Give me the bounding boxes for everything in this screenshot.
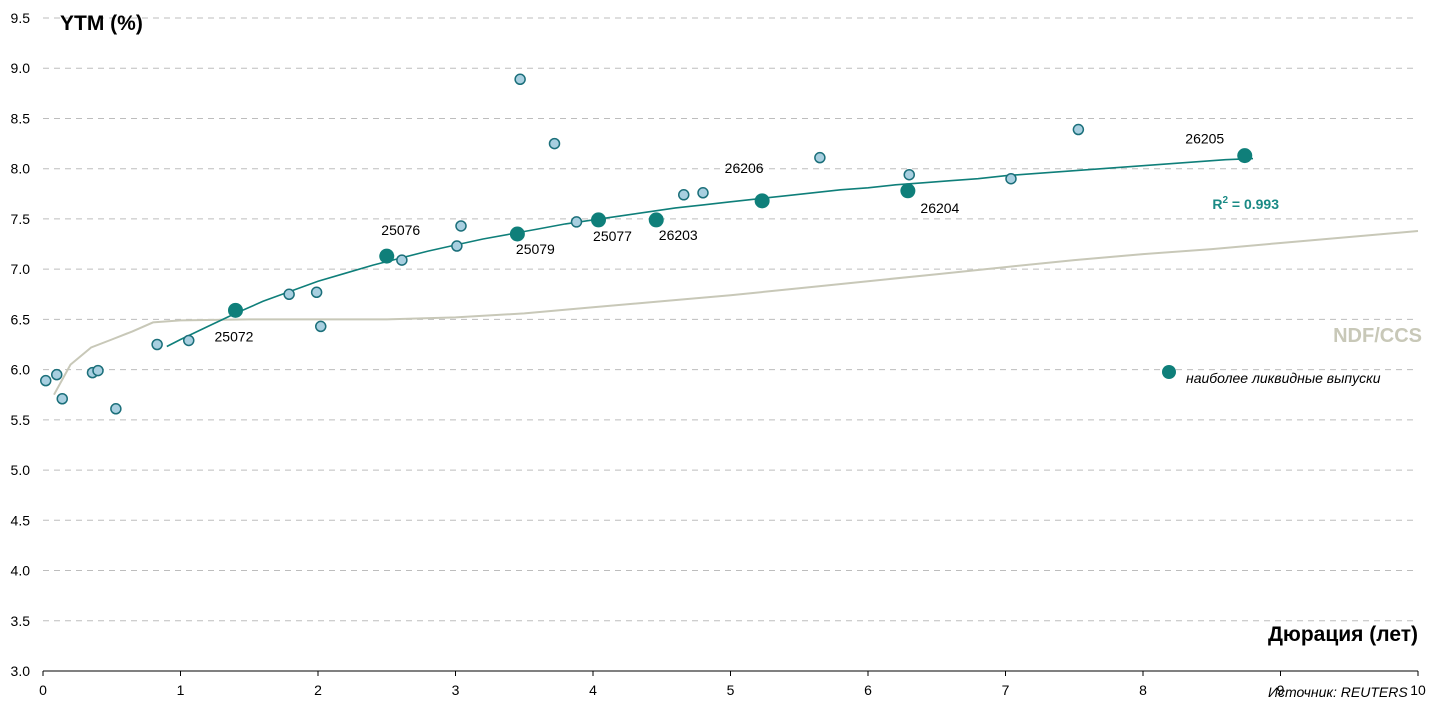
x-tick-label: 10 [1410,682,1426,698]
x-axis-title: Дюрация (лет) [1268,623,1418,646]
bond-code-label: 26204 [920,200,959,216]
bond-code-label: 25072 [215,328,254,344]
bond-point [455,220,467,232]
y-axis-title: YTM (%) [60,12,143,35]
liquid-bond-point [509,226,525,242]
legend-label: наиболее ликвидные выпуски [1186,370,1381,386]
liquid-bond-point [648,212,664,228]
liquid-bond-point [379,248,395,264]
bond-point [1072,123,1085,136]
liquid-bond-point [1237,148,1253,164]
bond-code-label: 25079 [516,241,555,257]
liquid-bond-point [591,212,606,228]
bond-point [814,151,826,164]
bond-code-label: 26205 [1185,131,1224,147]
x-tick-label: 2 [314,682,322,698]
bond-point [151,338,163,351]
legend-marker [1162,365,1176,379]
bond-point [183,334,195,347]
r-squared-label: R2 = 0.993 [1212,195,1279,212]
x-tick-label: 9 [1277,682,1285,698]
bond-point [548,137,561,150]
bond-point [51,368,63,381]
liquid-bond-point [228,302,243,318]
y-tick-label: 6.5 [11,311,31,327]
bond-point [110,403,122,415]
x-axis-ticks: 0 1 2 3 4 5 6 7 8 9 10 [39,671,1426,698]
x-tick-label: 6 [864,682,872,698]
ndf-ccs-curve [53,230,1419,396]
bond-point [903,168,915,181]
x-tick-label: 3 [452,682,460,698]
y-tick-label: 4.5 [11,512,31,528]
ndf-ccs-label: NDF/CCS [1333,325,1422,347]
y-tick-label: 4.0 [11,563,31,579]
bond-point [92,364,104,377]
x-tick-label: 5 [727,682,735,698]
other-bond-points [40,73,1085,415]
bond-point [570,216,583,228]
bond-point [697,187,709,199]
bond-point [56,392,68,405]
bond-code-label: 25077 [593,228,632,244]
legend: наиболее ликвидные выпуски [1162,365,1381,386]
source-note: Источник: REUTERS [1268,684,1408,700]
liquid-bond-point [900,183,916,199]
x-tick-label: 7 [1002,682,1010,698]
bond-point [514,73,526,86]
bond-code-label: 26203 [659,227,698,243]
y-tick-label: 7.5 [11,211,31,227]
y-axis-ticks: 3.0 3.5 4.0 4.5 5.0 5.5 6.0 6.5 7.0 7.5 8.0 8.5 9.0 9… [11,10,31,679]
bond-code-label: 26206 [725,160,764,176]
x-tick-label: 4 [589,682,597,698]
y-tick-label: 5.5 [11,412,31,428]
y-tick-label: 9.0 [11,60,31,76]
y-tick-label: 9.5 [11,10,31,26]
y-tick-label: 5.0 [11,462,31,478]
y-tick-label: 8.0 [11,161,31,177]
y-tick-label: 6.0 [11,362,31,378]
bond-point [451,240,463,252]
bond-point [396,254,408,266]
bond-point [678,189,690,201]
bond-code-label: 25076 [381,222,420,238]
bond-point [310,286,323,299]
x-tick-label: 0 [39,682,47,698]
y-tick-label: 8.5 [11,110,31,126]
bond-point [315,320,327,333]
liquid-bond-points [228,148,1253,318]
liquid-bond-labels: 25072 25076 25079 25077 26203 26206 26204 26205 [215,131,1225,345]
x-tick-label: 1 [177,682,185,698]
bond-point [40,374,52,387]
y-tick-label: 3.5 [11,613,31,629]
y-tick-label: 3.0 [11,663,31,679]
liquid-bond-point [754,193,770,209]
gridlines [43,17,1418,622]
regression-trendline [166,157,1254,348]
x-tick-label: 8 [1139,682,1147,698]
y-tick-label: 7.0 [11,261,31,277]
bond-point [283,288,295,301]
bond-point [1005,172,1017,185]
